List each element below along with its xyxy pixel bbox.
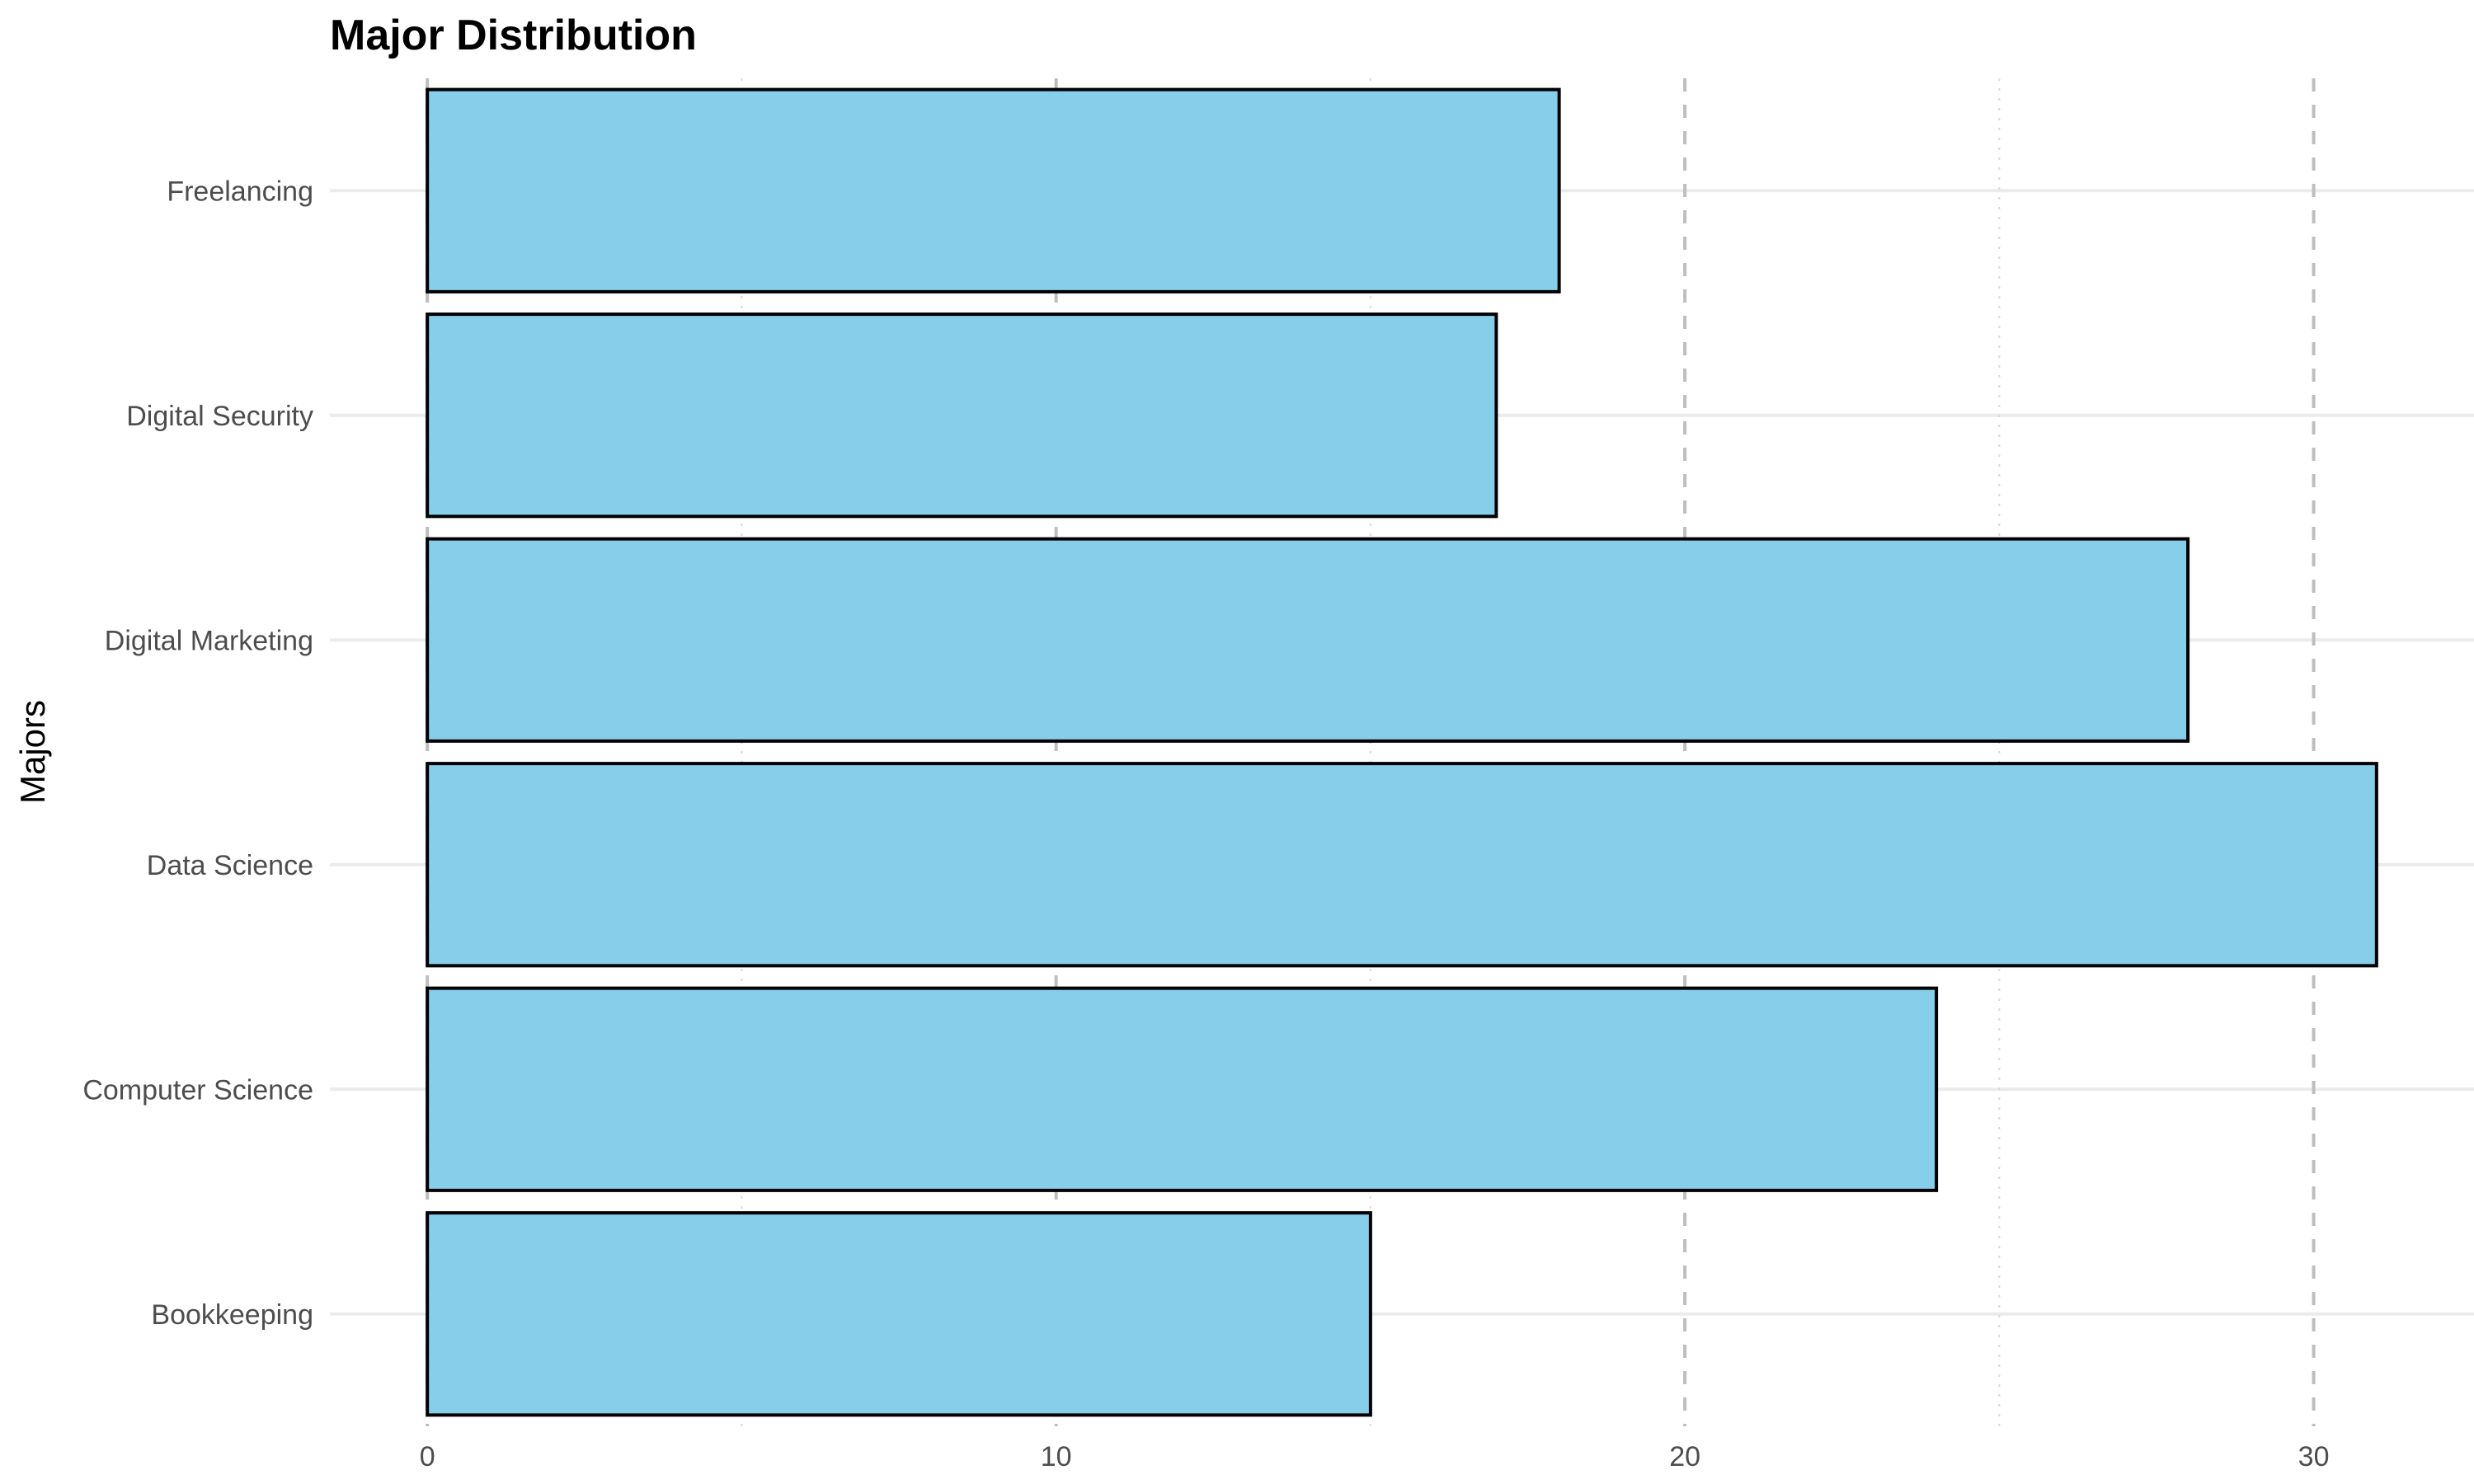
y-axis-title: Majors	[13, 700, 52, 804]
bar-bookkeeping	[426, 1211, 1372, 1417]
chart-title: Major Distribution	[330, 12, 697, 59]
y-tick-label: Digital Marketing	[105, 625, 313, 656]
bar-data-science	[426, 762, 2378, 968]
bar-digital-security	[426, 312, 1498, 519]
y-tick-label: Digital Security	[126, 401, 313, 432]
bar-freelancing	[426, 87, 1561, 294]
y-tick-label: Bookkeeping	[151, 1299, 313, 1331]
tick-layer: Bookkeeping Computer Science Data Science D…	[82, 176, 2329, 1472]
x-tick-label: 10	[1041, 1441, 1072, 1472]
x-tick-label: 0	[420, 1441, 435, 1472]
bar-computer-science	[426, 986, 1939, 1192]
y-tick-label: Freelancing	[167, 176, 313, 207]
y-tick-label: Data Science	[147, 850, 313, 881]
bar-digital-marketing	[426, 537, 2190, 743]
y-tick-label: Computer Science	[82, 1074, 313, 1106]
x-tick-label: 20	[1669, 1441, 1700, 1472]
x-tick-label: 30	[2298, 1441, 2330, 1472]
bar-layer	[426, 87, 2378, 1417]
